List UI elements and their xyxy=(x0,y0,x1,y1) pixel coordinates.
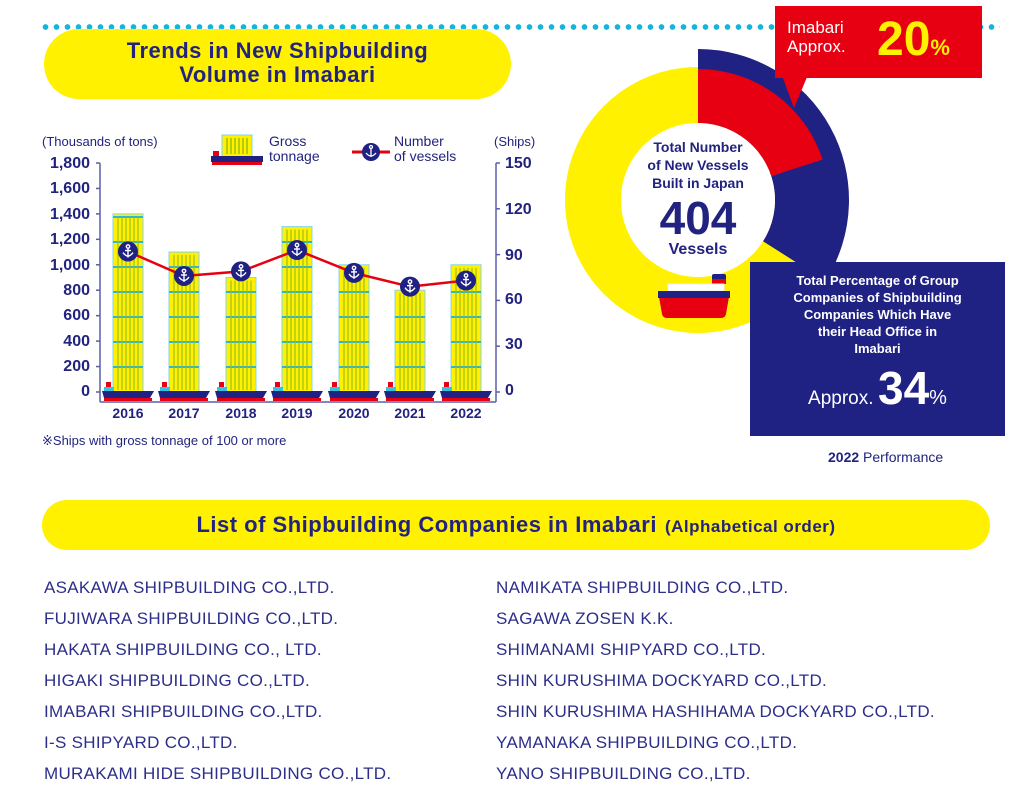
right-tick: 90 xyxy=(505,247,523,264)
x-tick-label: 2020 xyxy=(338,405,370,421)
list-item: NAMIKATA SHIPBUILDING CO.,LTD. xyxy=(496,578,789,597)
left-tick: 1,200 xyxy=(49,231,90,248)
x-tick-label: 2021 xyxy=(394,405,426,421)
list-item: FUJIWARA SHIPBUILDING CO.,LTD. xyxy=(44,609,339,628)
title-line-2: Volume in Imabari xyxy=(179,62,376,87)
x-tick-label: 2019 xyxy=(281,405,313,421)
left-tick: 400 xyxy=(63,333,90,350)
list-item: SHIN KURUSHIMA DOCKYARD CO.,LTD. xyxy=(496,671,828,690)
vessels-legend-icon xyxy=(352,143,390,161)
list-item: SAGAWA ZOSEN K.K. xyxy=(496,609,674,628)
section-title-companies: List of Shipbuilding Companies in Imabar… xyxy=(42,500,990,550)
list-item: YAMANAKA SHIPBUILDING CO.,LTD. xyxy=(496,733,798,752)
company-list-left: ASAKAWA SHIPBUILDING CO.,LTD. FUJIWARA S… xyxy=(44,572,391,789)
list-item: MURAKAMI HIDE SHIPBUILDING CO.,LTD. xyxy=(44,764,392,783)
section-title-trends: Trends in New Shipbuilding Volume in Ima… xyxy=(44,29,511,99)
x-tick-label: 2018 xyxy=(225,405,257,421)
left-tick: 600 xyxy=(63,307,90,324)
group-share-callout: Total Percentage of Group Companies of S… xyxy=(750,262,1005,436)
list-item: HAKATA SHIPBUILDING CO., LTD. xyxy=(44,640,322,659)
left-tick: 800 xyxy=(63,282,90,299)
left-tick: 1,000 xyxy=(49,257,90,274)
imabari-share-callout: Imabari Approx. 20% xyxy=(775,6,982,78)
dotted-divider xyxy=(40,23,1000,31)
list-item: ASAKAWA SHIPBUILDING CO.,LTD. xyxy=(44,578,335,597)
right-tick: 0 xyxy=(505,382,514,399)
legend-gross-tonnage: Gross tonnage xyxy=(269,133,320,164)
cargo-ship-icon xyxy=(211,134,263,165)
list-item: SHIMANAMI SHIPYARD CO.,LTD. xyxy=(496,640,767,659)
right-tick: 30 xyxy=(505,336,523,353)
right-tick: 60 xyxy=(505,291,523,308)
bar-line-chart xyxy=(96,162,500,403)
list-item: HIGAKI SHIPBUILDING CO.,LTD. xyxy=(44,671,310,690)
x-tick-label: 2022 xyxy=(450,405,482,421)
donut-center-label: Total Number of New Vessels Built in Jap… xyxy=(622,138,774,258)
left-tick: 1,400 xyxy=(49,206,90,223)
x-tick-label: 2016 xyxy=(112,405,144,421)
performance-note: 2022 Performance xyxy=(828,449,944,465)
ship-icon xyxy=(658,274,730,318)
left-axis-unit: (Thousands of tons) xyxy=(42,134,158,149)
list-item: YANO SHIPBUILDING CO.,LTD. xyxy=(496,764,751,783)
left-tick: 0 xyxy=(81,383,90,400)
right-axis-unit: (Ships) xyxy=(494,134,536,149)
list-item: I-S SHIPYARD CO.,LTD. xyxy=(44,733,238,752)
list-item: IMABARI SHIPBUILDING CO.,LTD. xyxy=(44,702,323,721)
x-tick-label: 2017 xyxy=(168,405,200,421)
left-tick: 1,600 xyxy=(49,180,90,197)
right-tick: 150 xyxy=(505,155,532,172)
company-list-right: NAMIKATA SHIPBUILDING CO.,LTD. SAGAWA ZO… xyxy=(496,572,935,789)
right-tick: 120 xyxy=(505,201,532,218)
list-item: SHIN KURUSHIMA HASHIHAMA DOCKYARD CO.,LT… xyxy=(496,702,935,721)
chart-footnote: ※Ships with gross tonnage of 100 or more xyxy=(42,433,287,448)
total-vessels-number: 404 xyxy=(659,192,737,244)
donut-chart xyxy=(565,49,849,333)
title-line-1: Trends in New Shipbuilding xyxy=(126,38,429,63)
left-tick: 200 xyxy=(63,358,90,375)
red-callout-tail xyxy=(780,70,810,108)
navy-callout-tail xyxy=(794,218,840,266)
left-tick: 1,800 xyxy=(49,155,90,172)
legend-number-of-vessels: Number of vessels xyxy=(394,133,457,164)
